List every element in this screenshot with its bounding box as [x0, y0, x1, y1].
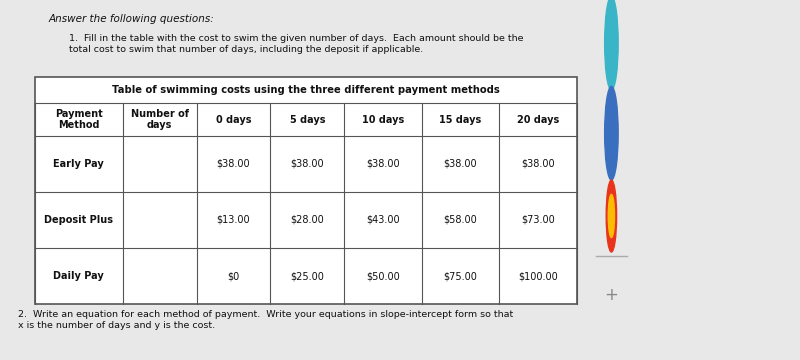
Text: 1.  Fill in the table with the cost to swim the given number of days.  Each amou: 1. Fill in the table with the cost to sw… [69, 34, 523, 54]
Text: 2.  Write an equation for each method of payment.  Write your equations in slope: 2. Write an equation for each method of … [18, 310, 513, 330]
Circle shape [606, 180, 617, 252]
Text: 0 days: 0 days [216, 114, 251, 125]
Text: +: + [605, 286, 618, 304]
Circle shape [608, 194, 614, 238]
Text: Deposit Plus: Deposit Plus [44, 215, 113, 225]
Text: Table of swimming costs using the three different payment methods: Table of swimming costs using the three … [112, 85, 499, 95]
Text: $0: $0 [227, 271, 240, 281]
Text: Answer the following questions:: Answer the following questions: [49, 14, 214, 24]
Circle shape [605, 0, 618, 90]
Text: Daily Pay: Daily Pay [54, 271, 104, 281]
Text: $38.00: $38.00 [217, 159, 250, 169]
Text: $38.00: $38.00 [366, 159, 400, 169]
Text: Payment
Method: Payment Method [55, 109, 102, 130]
Text: 5 days: 5 days [290, 114, 325, 125]
Text: $38.00: $38.00 [290, 159, 324, 169]
Text: $25.00: $25.00 [290, 271, 324, 281]
Text: ✓: ✓ [607, 38, 615, 48]
Text: $43.00: $43.00 [366, 215, 400, 225]
Text: Early Pay: Early Pay [54, 159, 104, 169]
Text: 15 days: 15 days [439, 114, 482, 125]
Text: ⊙: ⊙ [606, 128, 616, 138]
Text: Number of
days: Number of days [130, 109, 189, 130]
Text: $58.00: $58.00 [443, 215, 478, 225]
Text: 20 days: 20 days [517, 114, 559, 125]
Text: $28.00: $28.00 [290, 215, 324, 225]
Text: $38.00: $38.00 [521, 159, 554, 169]
Text: $73.00: $73.00 [521, 215, 554, 225]
Circle shape [605, 86, 618, 180]
FancyBboxPatch shape [34, 77, 577, 304]
Text: 10 days: 10 days [362, 114, 404, 125]
Text: $50.00: $50.00 [366, 271, 400, 281]
Text: $100.00: $100.00 [518, 271, 558, 281]
Text: $75.00: $75.00 [443, 271, 478, 281]
Text: $38.00: $38.00 [444, 159, 478, 169]
Text: $13.00: $13.00 [217, 215, 250, 225]
